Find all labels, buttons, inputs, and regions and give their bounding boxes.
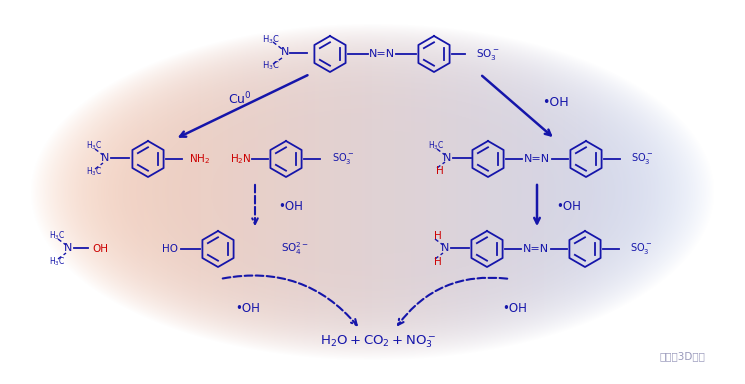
Text: $\mathregular{Cu^0}$: $\mathregular{Cu^0}$ <box>228 91 252 107</box>
Text: N: N <box>281 47 289 57</box>
Text: H: H <box>434 257 442 267</box>
Text: $\mathregular{NH_2}$: $\mathregular{NH_2}$ <box>189 152 211 166</box>
Text: $\mathregular{H_3C}$: $\mathregular{H_3C}$ <box>86 166 102 178</box>
Text: •OH: •OH <box>235 303 261 316</box>
Text: $\mathregular{H_3C}$: $\mathregular{H_3C}$ <box>262 60 280 72</box>
Text: N: N <box>64 243 72 253</box>
Text: $\mathregular{SO_3^-}$: $\mathregular{SO_3^-}$ <box>476 46 500 61</box>
Text: $\mathregular{H_3C}$: $\mathregular{H_3C}$ <box>86 140 102 152</box>
Text: $\mathregular{H_3C}$: $\mathregular{H_3C}$ <box>262 34 280 46</box>
Text: $\mathregular{SO_3^-}$: $\mathregular{SO_3^-}$ <box>630 242 652 257</box>
Text: $\mathregular{H_2O + CO_2 + NO_3^-}$: $\mathregular{H_2O + CO_2 + NO_3^-}$ <box>320 334 436 350</box>
Text: •OH: •OH <box>278 200 303 212</box>
Text: H: H <box>434 231 442 241</box>
Text: N: N <box>101 153 110 163</box>
Text: 南极熊3D打印: 南极熊3D打印 <box>660 351 706 361</box>
Text: •OH: •OH <box>556 200 581 212</box>
Text: $\mathregular{H_3C}$: $\mathregular{H_3C}$ <box>48 230 65 242</box>
Text: •OH: •OH <box>542 96 568 109</box>
Text: N: N <box>441 243 449 253</box>
Text: N=N: N=N <box>523 244 549 254</box>
Text: N: N <box>443 153 451 163</box>
Text: H: H <box>437 166 444 176</box>
Text: $\mathregular{H_2N}$: $\mathregular{H_2N}$ <box>230 152 252 166</box>
Text: OH: OH <box>92 244 108 254</box>
Text: $\mathregular{SO_3^-}$: $\mathregular{SO_3^-}$ <box>631 152 653 167</box>
Text: N=N: N=N <box>524 154 550 164</box>
Text: $\mathregular{SO_4^{2-}}$: $\mathregular{SO_4^{2-}}$ <box>281 241 309 257</box>
Text: HO: HO <box>162 244 178 254</box>
Text: $\mathregular{H_3C}$: $\mathregular{H_3C}$ <box>428 140 444 152</box>
Text: $\mathregular{SO_3^-}$: $\mathregular{SO_3^-}$ <box>332 152 354 167</box>
Text: $\mathregular{H_3C}$: $\mathregular{H_3C}$ <box>48 256 65 268</box>
Text: •OH: •OH <box>503 303 527 316</box>
Text: N=N: N=N <box>369 49 395 59</box>
